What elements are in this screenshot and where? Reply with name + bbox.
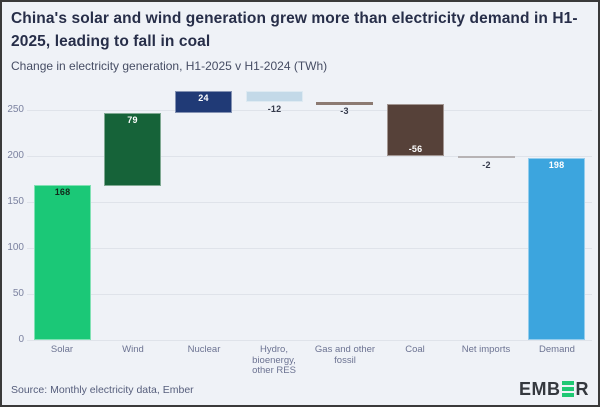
y-tick-label-100: 100 — [7, 242, 24, 253]
bar-demand — [528, 158, 585, 340]
bar-solar — [34, 185, 91, 340]
bar-value-nuclear: 24 — [198, 93, 209, 103]
logo-text-left: EMB — [519, 378, 561, 399]
x-label-net-imports: Net imports — [461, 344, 511, 355]
bar-net-imports — [458, 156, 515, 158]
x-label-coal: Coal — [405, 344, 425, 355]
bar-value-wind: 79 — [127, 115, 138, 125]
gridline-100 — [27, 248, 592, 249]
chart-title: China's solar and wind generation grew m… — [11, 10, 578, 50]
gridline-150 — [27, 202, 592, 203]
y-tick-label-150: 150 — [7, 196, 24, 207]
bar-value-net-imports: -2 — [482, 160, 491, 170]
gridline-250 — [27, 110, 592, 111]
bar-hydro-bioenergy-other-res — [246, 91, 303, 102]
bar-gas-and-other-fossil — [316, 102, 373, 105]
x-label-nuclear: Nuclear — [187, 344, 221, 355]
logo-e-icon — [562, 381, 574, 397]
bar-coal — [387, 104, 444, 156]
y-tick-label-200: 200 — [7, 150, 24, 161]
y-tick-label-0: 0 — [18, 334, 24, 345]
bar-wind — [104, 113, 161, 186]
x-label-wind: Wind — [122, 344, 144, 355]
x-label-demand: Demand — [539, 344, 575, 355]
y-tick-label-250: 250 — [7, 104, 24, 115]
x-label-solar: Solar — [50, 344, 74, 355]
gridline-0 — [27, 340, 592, 341]
source-note: Source: Monthly electricity data, Ember — [11, 384, 194, 396]
gridline-200 — [27, 156, 592, 157]
bar-nuclear — [175, 91, 232, 113]
x-label-hydro-bioenergy-other-res: Hydro, bioenergy, other RES — [252, 344, 296, 376]
logo-text-right: R — [575, 378, 589, 399]
bar-value-solar: 168 — [54, 187, 71, 197]
plot-area: 0 50 100 150 200 250 168 79 24 -12 -3 -56 -2 198 Solar… — [2, 87, 598, 387]
logo-e-bar — [562, 381, 574, 385]
bar-value-hydro-bioenergy-other-res: -12 — [267, 104, 282, 114]
logo-e-bar — [562, 387, 574, 391]
ember-logo: EMB R — [519, 379, 589, 399]
bar-value-gas-and-other-fossil: -3 — [340, 106, 349, 116]
bar-value-coal: -56 — [408, 144, 423, 154]
logo-e-bar — [562, 393, 574, 397]
x-label-gas-and-other-fossil: Gas and other fossil — [314, 344, 376, 366]
bar-value-demand: 198 — [548, 160, 565, 170]
y-tick-label-50: 50 — [12, 288, 24, 299]
gridline-50 — [27, 294, 592, 295]
chart-subtitle: Change in electricity generation, H1-202… — [11, 59, 328, 73]
